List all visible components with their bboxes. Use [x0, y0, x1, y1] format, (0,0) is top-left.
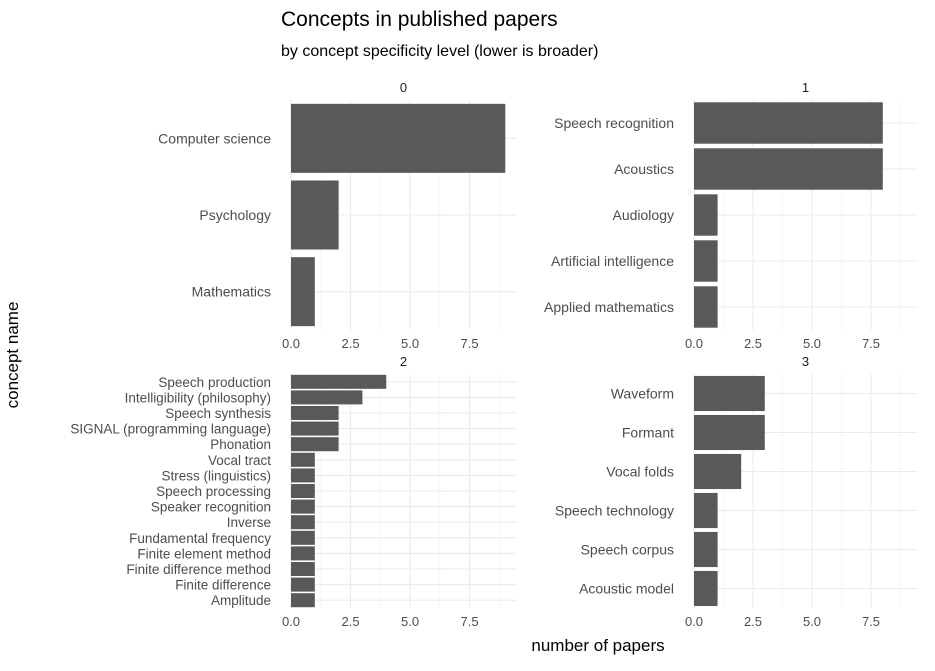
category-label: Speech corpus — [581, 542, 674, 558]
bar — [694, 531, 718, 568]
category-label: Artificial intelligence — [551, 253, 674, 269]
bar — [694, 286, 718, 328]
category-label: Waveform — [611, 386, 674, 402]
bar — [291, 546, 315, 561]
x-tick-label: 7.5 — [862, 614, 880, 629]
category-label: Finite difference — [175, 578, 271, 593]
x-tick-label: 0.0 — [282, 336, 300, 351]
bar — [694, 194, 718, 236]
x-axis-title: number of papers — [531, 636, 664, 655]
category-label: Vocal folds — [606, 464, 674, 480]
category-label: Speech synthesis — [165, 406, 271, 421]
bar — [291, 577, 315, 592]
category-label: Intelligibility (philosophy) — [125, 390, 271, 405]
x-tick-label: 5.0 — [803, 614, 821, 629]
category-label: Computer science — [158, 130, 271, 146]
facet-panel-1: Speech recognition Acoustics Audiology Arti… — [544, 80, 917, 351]
category-label: Phonation — [210, 437, 271, 452]
category-label: Speech processing — [156, 484, 271, 499]
x-tick-label: 0.0 — [282, 614, 300, 629]
bar — [291, 103, 506, 173]
bar — [291, 468, 315, 483]
x-tick-label: 5.0 — [803, 336, 821, 351]
bar — [694, 148, 883, 190]
category-label: Speaker recognition — [151, 500, 271, 515]
x-tick-label: 5.0 — [401, 336, 419, 351]
bar — [291, 515, 315, 530]
x-tick-label: 7.5 — [461, 336, 479, 351]
facet-strip-label: 1 — [802, 80, 809, 95]
category-label: Mathematics — [192, 284, 271, 300]
chart-title: Concepts in published papers — [281, 8, 558, 31]
bar — [291, 437, 339, 452]
category-label: Acoustics — [614, 161, 674, 177]
facet-strip-label: 2 — [400, 354, 407, 369]
category-label: Formant — [622, 425, 674, 441]
bar — [291, 374, 387, 389]
x-tick-label: 7.5 — [461, 614, 479, 629]
x-tick-label: 7.5 — [862, 336, 880, 351]
bar — [291, 452, 315, 467]
category-label: Finite element method — [137, 546, 271, 561]
bar — [291, 593, 315, 608]
bar — [291, 180, 339, 250]
category-label: Vocal tract — [208, 453, 271, 468]
x-tick-label: 5.0 — [401, 614, 419, 629]
bar — [694, 375, 765, 412]
bar — [291, 257, 315, 327]
category-label: Fundamental frequency — [129, 531, 271, 546]
category-label: Speech production — [158, 375, 271, 390]
category-label: Applied mathematics — [544, 299, 674, 315]
bar — [291, 405, 339, 421]
bar — [291, 499, 315, 514]
category-label: Speech recognition — [554, 115, 674, 131]
facet-strip-label: 0 — [400, 80, 407, 95]
bar — [694, 570, 718, 607]
category-label: Stress (linguistics) — [161, 468, 271, 483]
x-tick-label: 2.5 — [341, 614, 359, 629]
bar — [291, 561, 315, 577]
bar — [291, 390, 363, 405]
bar — [694, 102, 883, 144]
y-axis-title: concept name — [3, 302, 22, 409]
x-tick-label: 0.0 — [685, 614, 703, 629]
x-tick-label: 0.0 — [685, 336, 703, 351]
bar — [291, 530, 315, 545]
facet-panel-0: Computer science Psychology Mathematics 0 0.… — [158, 80, 516, 351]
facet-strip-label: 3 — [802, 354, 809, 369]
x-tick-label: 2.5 — [744, 614, 762, 629]
category-label: Psychology — [199, 207, 271, 223]
bar — [291, 483, 315, 499]
category-label: Finite difference method — [126, 562, 271, 577]
chart-subtitle: by concept specificity level (lower is b… — [281, 43, 598, 60]
bar — [694, 492, 718, 529]
category-label: Inverse — [227, 515, 271, 530]
x-tick-label: 2.5 — [744, 336, 762, 351]
bar — [694, 414, 765, 451]
facet-panels: Computer science Psychology Mathematics 0 0.… — [70, 80, 917, 629]
category-label: Amplitude — [211, 593, 271, 608]
bar — [694, 453, 742, 490]
category-label: Acoustic model — [579, 581, 674, 597]
x-tick-label: 2.5 — [341, 336, 359, 351]
category-label: Audiology — [613, 207, 675, 223]
bar — [694, 240, 718, 282]
bar — [291, 421, 339, 436]
category-label: SIGNAL (programming language) — [70, 422, 271, 437]
category-label: Speech technology — [555, 503, 674, 519]
facet-panel-3: Waveform Formant Vocal folds Speech technol… — [555, 354, 917, 629]
